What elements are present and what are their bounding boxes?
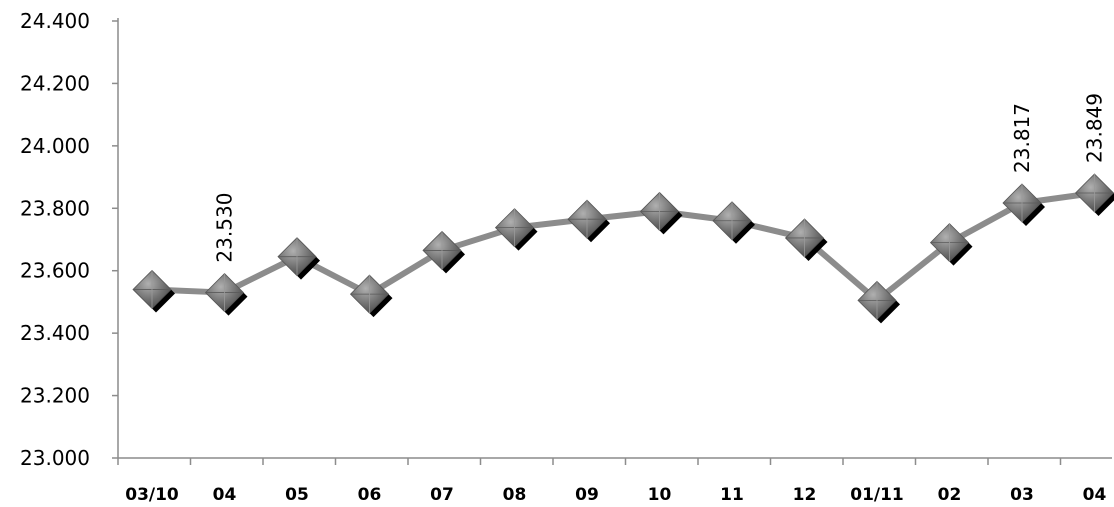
x-tick-label: 08 bbox=[503, 485, 527, 505]
x-tick-label: 06 bbox=[358, 485, 382, 505]
x-tick-label: 01/11 bbox=[850, 485, 904, 505]
y-tick-label: 24.000 bbox=[20, 134, 90, 158]
y-tick-label: 23.800 bbox=[20, 196, 90, 220]
data-point bbox=[349, 274, 393, 318]
data-point bbox=[277, 237, 320, 280]
x-tick-label: 02 bbox=[938, 485, 962, 505]
x-tick-label: 10 bbox=[648, 485, 672, 505]
data-point bbox=[1074, 173, 1114, 216]
axes bbox=[117, 18, 1112, 459]
x-tick-label: 07 bbox=[430, 485, 454, 505]
data-point bbox=[784, 218, 828, 261]
data-point bbox=[929, 223, 973, 266]
x-tick-label: 04 bbox=[213, 485, 237, 505]
x-tick-label: 12 bbox=[793, 485, 817, 505]
data-labels: 23.530 23.817 23.849 bbox=[213, 93, 1107, 263]
y-tick-label: 24.200 bbox=[20, 71, 90, 95]
data-point bbox=[857, 280, 900, 324]
data-point bbox=[1002, 183, 1045, 226]
data-point bbox=[639, 191, 683, 235]
x-tick-label: 03 bbox=[1010, 485, 1034, 505]
x-tick-label: 04 bbox=[1083, 485, 1107, 505]
y-tick-label: 23.400 bbox=[20, 321, 90, 345]
y-tick-label: 23.200 bbox=[20, 384, 90, 408]
x-tick-label: 09 bbox=[575, 485, 599, 505]
data-point bbox=[204, 272, 248, 316]
series-markers bbox=[132, 173, 1114, 324]
y-tick-label: 23.600 bbox=[20, 259, 90, 283]
data-label: 23.849 bbox=[1083, 93, 1107, 163]
data-label: 23.530 bbox=[213, 193, 237, 263]
data-point bbox=[132, 269, 175, 313]
data-label: 23.817 bbox=[1010, 103, 1034, 173]
x-tick-label: 03/10 bbox=[125, 485, 179, 505]
data-point bbox=[422, 230, 465, 274]
y-axis-ticks: 23.000 23.200 23.400 23.600 23.800 24.000 24.2… bbox=[20, 9, 118, 470]
y-tick-label: 23.000 bbox=[20, 446, 90, 470]
data-point bbox=[494, 208, 538, 251]
x-axis-ticks: 03/10 04 05 06 07 08 09 10 11 12 01/11 02 03 04 bbox=[117, 458, 1107, 505]
y-tick-label: 24.400 bbox=[20, 9, 90, 33]
data-point bbox=[712, 201, 755, 244]
x-tick-label: 11 bbox=[720, 485, 744, 505]
x-tick-label: 05 bbox=[285, 485, 309, 505]
data-point bbox=[567, 199, 610, 243]
